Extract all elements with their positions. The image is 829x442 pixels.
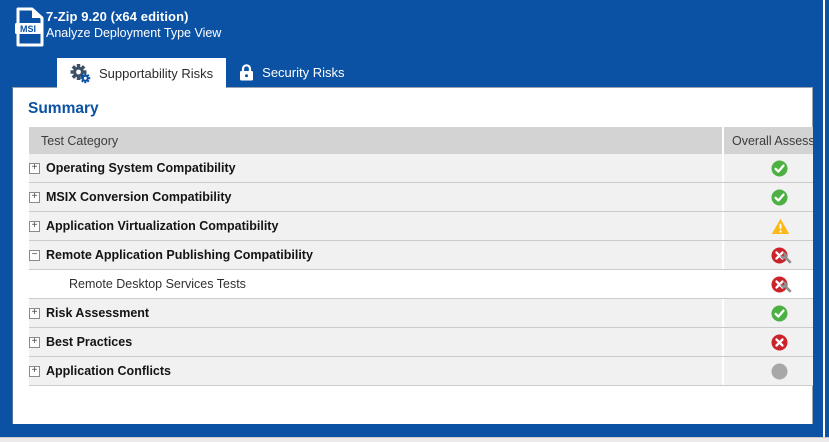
test-category-cell: − Remote Application Publishing Compatib… [29,248,722,262]
tab-label: Supportability Risks [99,65,214,81]
app-header: MSI 7-Zip 9.20 (x64 edition) Analyze Dep… [0,0,829,58]
test-category-cell: Remote Desktop Services Tests [29,277,722,291]
summary-heading: Summary [28,100,99,117]
table-row[interactable]: Remote Desktop Services Tests [29,270,813,299]
expand-toggle[interactable]: + [29,336,40,348]
tab-supportability-risks[interactable]: Supportability Risks [57,58,227,88]
wrench-icon [780,252,792,263]
table-header-row: Test Category Overall Assessment [29,127,813,154]
tab-label: Security Risks [262,65,345,80]
overall-assessment-cell [722,154,813,182]
test-category-label: Application Virtualization Compatibility [46,219,279,233]
table-row[interactable]: − Remote Application Publishing Compatib… [29,241,813,270]
test-category-label: Application Conflicts [46,364,171,378]
table-row[interactable]: + MSIX Conversion Compatibility [29,183,813,212]
fail-x-fixable-icon [771,276,792,293]
window-right-edge [823,0,825,437]
overall-assessment-cell [722,299,813,327]
fail-x-icon [771,334,788,351]
view-subtitle: Analyze Deployment Type View [46,26,222,40]
overall-assessment-cell [722,328,813,356]
not-run-icon [771,363,788,380]
test-category-cell: + Application Virtualization Compatibili… [29,219,722,233]
expand-toggle[interactable]: + [29,162,40,174]
pass-check-icon [771,189,788,206]
overall-assessment-cell [722,357,813,385]
table-row[interactable]: + Application Virtualization Compatibili… [29,212,813,241]
overall-assessment-cell [722,241,813,269]
table-row[interactable]: + Operating System Compatibility [29,154,813,183]
test-category-cell: + Risk Assessment [29,306,722,320]
svg-text:MSI: MSI [20,24,36,34]
test-category-label: Remote Desktop Services Tests [69,277,246,291]
test-category-label: Remote Application Publishing Compatibil… [46,248,313,262]
wrench-icon [780,281,792,292]
table-row[interactable]: + Risk Assessment [29,299,813,328]
content-panel: Summary Test Category Overall Assessment… [12,87,813,424]
pass-check-icon [771,305,788,322]
pass-check-icon [771,160,788,177]
expand-toggle[interactable]: − [29,249,40,261]
test-category-label: Operating System Compatibility [46,161,236,175]
test-category-cell: + Operating System Compatibility [29,161,722,175]
table-row[interactable]: + Best Practices [29,328,813,357]
window-bottom-edge [0,437,829,442]
test-category-label: Best Practices [46,335,133,349]
overall-assessment-cell [722,212,813,240]
lock-icon [240,64,254,81]
overall-assessment-cell [722,270,813,298]
column-header-overall-assessment: Overall Assessment [722,127,813,154]
overall-assessment-cell [722,183,813,211]
column-header-test-category: Test Category [41,133,119,148]
table-row[interactable]: + Application Conflicts [29,357,813,386]
test-category-cell: + Best Practices [29,335,722,349]
expand-toggle[interactable]: + [29,220,40,232]
msi-file-icon: MSI [15,7,44,47]
gears-icon [70,63,91,83]
test-category-cell: + Application Conflicts [29,364,722,378]
tab-security-risks[interactable]: Security Risks [226,58,357,87]
expand-toggle[interactable]: + [29,191,40,203]
package-title: 7-Zip 9.20 (x64 edition) [46,9,189,24]
test-category-label: Risk Assessment [46,306,150,320]
summary-table: Test Category Overall Assessment + Opera… [29,127,813,386]
fail-x-fixable-icon [771,247,792,264]
test-category-cell: + MSIX Conversion Compatibility [29,190,722,204]
test-category-label: MSIX Conversion Compatibility [46,190,232,204]
expand-toggle[interactable]: + [29,307,40,319]
tab-bar: Supportability Risks Security Risks [57,58,358,88]
warning-triangle-icon [771,218,790,235]
table-body: + Operating System Compatibility + MSIX … [29,154,813,386]
expand-toggle[interactable]: + [29,365,40,377]
